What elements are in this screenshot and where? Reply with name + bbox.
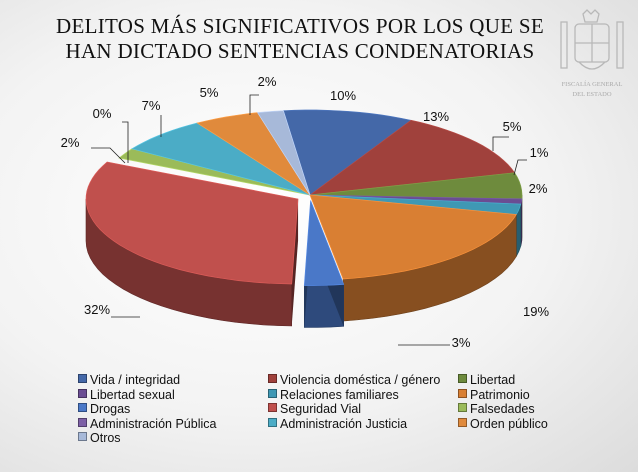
legend-label: Vida / integridad xyxy=(90,373,181,387)
legend-item-7: Seguridad Vial xyxy=(268,402,361,417)
pie-slice-11 xyxy=(196,112,311,196)
logo-text-line2: DEL ESTADO xyxy=(572,91,611,98)
pie-slice-1 xyxy=(308,119,516,196)
legend-swatch xyxy=(78,403,87,412)
legend-swatch xyxy=(458,374,467,383)
data-label-10: 7% xyxy=(142,98,161,113)
pie-slice-2 xyxy=(309,172,523,200)
leader-line-7 xyxy=(249,94,259,115)
pie-slice-7 xyxy=(85,161,299,285)
pie-slice-12 xyxy=(256,110,311,196)
legend-label: Patrimonio xyxy=(470,387,530,402)
legend-item-5: Patrimonio xyxy=(458,388,530,403)
coat-of-arms-logo: FISCALÍA GENERAL DEL ESTADO xyxy=(560,9,624,98)
legend-item-0: Vida / integridad xyxy=(78,373,180,388)
legend-swatch xyxy=(458,388,467,398)
legend-item-9: Administración Pública xyxy=(78,417,216,432)
legend-label: Violencia doméstica / género xyxy=(280,373,441,387)
leader-line-4 xyxy=(91,147,126,164)
legend-swatch xyxy=(268,417,277,427)
pie-slice-5 xyxy=(309,194,517,280)
legend-label: Otros xyxy=(90,431,121,445)
data-label-5: 19% xyxy=(523,304,549,319)
legend-item-2: Libertad xyxy=(458,373,515,388)
data-label-9: 0% xyxy=(93,106,112,121)
leader-lines xyxy=(91,94,527,346)
legend-swatch xyxy=(268,388,277,398)
legend-label: Administración Pública xyxy=(90,416,217,431)
legend-label: Falsedades xyxy=(470,402,535,416)
data-label-12: 2% xyxy=(258,74,277,89)
legend-item-11: Orden público xyxy=(458,417,548,432)
legend-swatch xyxy=(78,432,87,441)
legend-swatch xyxy=(78,388,87,398)
leader-line-1 xyxy=(513,159,527,176)
legend-label: Libertad xyxy=(470,373,516,387)
data-label-11: 5% xyxy=(200,85,219,100)
legend-label: Administración Justicia xyxy=(280,416,408,431)
legend-swatch xyxy=(268,403,277,412)
data-label-6: 3% xyxy=(452,335,471,350)
data-label-1: 13% xyxy=(423,109,449,124)
legend-label: Orden público xyxy=(470,416,548,431)
legend-swatch xyxy=(78,417,87,427)
legend-label: Seguridad Vial xyxy=(280,402,362,416)
data-label-7: 32% xyxy=(84,302,110,317)
chart-title: DELITOS MÁS SIGNIFICATIVOS POR LOS QUE S… xyxy=(56,14,544,63)
legend-swatch xyxy=(268,374,277,383)
legend-item-10: Administración Justicia xyxy=(268,417,407,432)
data-label-4: 2% xyxy=(529,181,548,196)
logo-text-line1: FISCALÍA GENERAL xyxy=(562,80,623,88)
legend-label: Relaciones familiares xyxy=(280,387,399,402)
data-labels: 10% 13% 5% 1% 2% 19% 3% 32% 2% 0% 7% 5% 2% xyxy=(61,74,550,350)
pie-slice-6 xyxy=(303,200,345,286)
legend-item-3: Libertad sexual xyxy=(78,388,175,403)
leader-line-0 xyxy=(492,136,509,151)
legend-item-4: Relaciones familiares xyxy=(268,388,399,403)
pie-slice-0 xyxy=(282,109,412,196)
legend-label: Libertad sexual xyxy=(90,387,175,402)
data-label-3: 1% xyxy=(530,145,549,160)
legend-item-8: Falsedades xyxy=(458,402,535,417)
legend-item-1: Violencia doméstica / género xyxy=(268,373,440,388)
legend-item-12: Otros xyxy=(78,431,121,446)
legend-swatch xyxy=(458,403,467,412)
legend-item-6: Drogas xyxy=(78,402,130,417)
data-label-0: 10% xyxy=(330,88,356,103)
coat-of-arms-icon xyxy=(560,9,624,70)
data-label-8: 2% xyxy=(61,135,80,150)
pie-tops xyxy=(85,109,523,286)
legend-label: Drogas xyxy=(90,402,131,416)
legend-swatch xyxy=(78,374,87,383)
data-label-2: 5% xyxy=(503,119,522,134)
legend-swatch xyxy=(458,417,467,427)
leader-line-5 xyxy=(122,121,129,163)
